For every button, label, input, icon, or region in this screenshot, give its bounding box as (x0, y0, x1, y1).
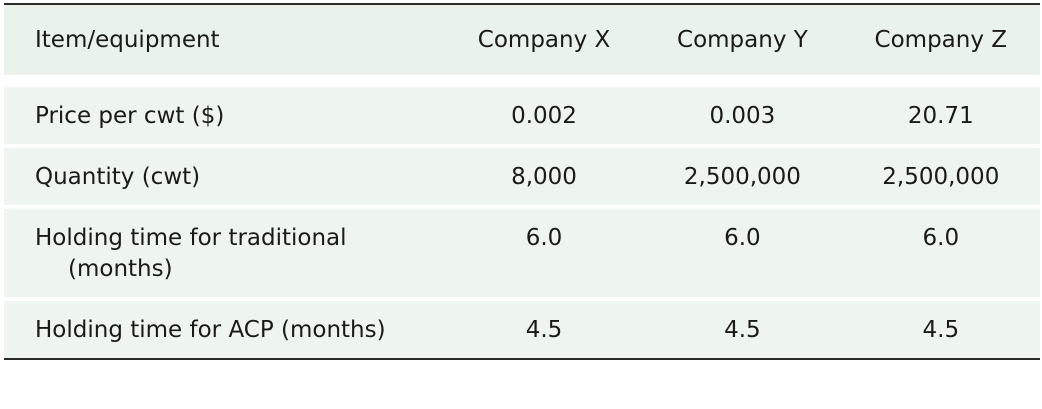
table-row: Price per cwt ($) 0.002 0.003 20.71 (4, 81, 1040, 146)
table-body: Price per cwt ($) 0.002 0.003 20.71 Quantity… (4, 81, 1040, 359)
row-label: Holding time for traditional (months) (35, 225, 347, 282)
table-cell: 0.003 (709, 103, 776, 129)
table-row: Holding time for ACP (months) 4.5 4.5 4.5 (4, 299, 1040, 359)
row-label: Quantity (cwt) (35, 164, 201, 190)
row-label: Holding time for ACP (months) (35, 317, 386, 343)
table-cell: 8,000 (511, 164, 577, 190)
table-cell: 6.0 (922, 225, 960, 251)
table-row: Quantity (cwt) 8,000 2,500,000 2,500,000 (4, 146, 1040, 207)
header-cell: Company Y (677, 26, 808, 53)
table-cell: 2,500,000 (882, 164, 1000, 190)
table-cell: 4.5 (724, 317, 761, 343)
table-cell: 4.5 (525, 317, 563, 343)
row-label: Price per cwt ($) (35, 103, 225, 129)
header-cell: Company Z (874, 26, 1008, 53)
table-header: Item/equipment Company X Company Y Company … (4, 4, 1040, 81)
table-cell: 4.5 (922, 317, 960, 343)
header-row: Item/equipment Company X Company Y Company … (4, 4, 1040, 81)
table-cell: 20.71 (907, 103, 974, 129)
header-cell: Company X (477, 26, 611, 53)
table-row: Holding time for traditional (months) 6.0… (4, 207, 1040, 299)
table-cell: 0.002 (511, 103, 577, 129)
table-cell: 6.0 (724, 225, 761, 251)
table-cell: 6.0 (525, 225, 563, 251)
table-cell: 2,500,000 (683, 164, 801, 190)
table-container: Item/equipment Company X Company Y Company … (4, 3, 1040, 360)
header-cell: Item/equipment (35, 26, 220, 53)
data-table: Item/equipment Company X Company Y Company … (4, 3, 1040, 360)
